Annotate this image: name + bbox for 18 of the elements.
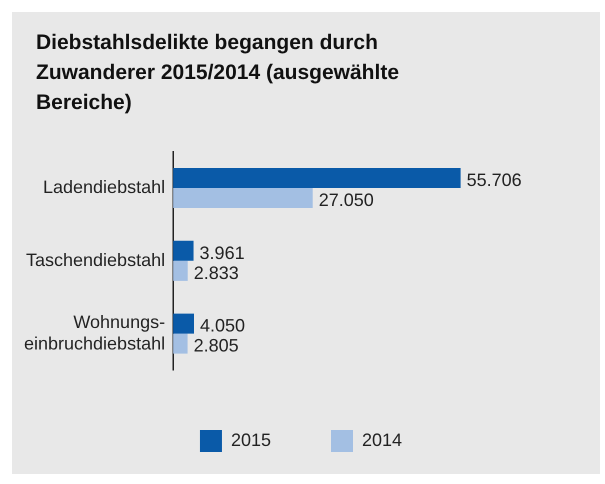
data-label: 55.706 xyxy=(466,170,522,190)
y-tick-label: Wohnungs-einbruchdiebstahl xyxy=(24,312,166,354)
bar xyxy=(173,240,194,261)
y-tick-label: Ladendiebstahl xyxy=(42,176,166,197)
bar xyxy=(173,334,188,354)
chart-title: Diebstahlsdelikte begangen durch Zuwanderer 2015/2014 (ausgewählte Bereiche) xyxy=(36,30,400,116)
legend-label: 2015 xyxy=(230,430,272,450)
bar xyxy=(173,168,461,188)
bar xyxy=(173,260,188,281)
data-label: 3.961 xyxy=(200,242,245,263)
bar xyxy=(173,188,313,208)
data-label: 2.833 xyxy=(194,262,239,283)
data-label: 27.050 xyxy=(318,190,374,210)
bar xyxy=(173,314,194,334)
legend-label: 2014 xyxy=(362,430,402,450)
data-label: 2.805 xyxy=(194,336,239,356)
y-tick-label: Taschendiebstahl xyxy=(26,250,166,270)
data-label: 4.050 xyxy=(200,316,246,336)
